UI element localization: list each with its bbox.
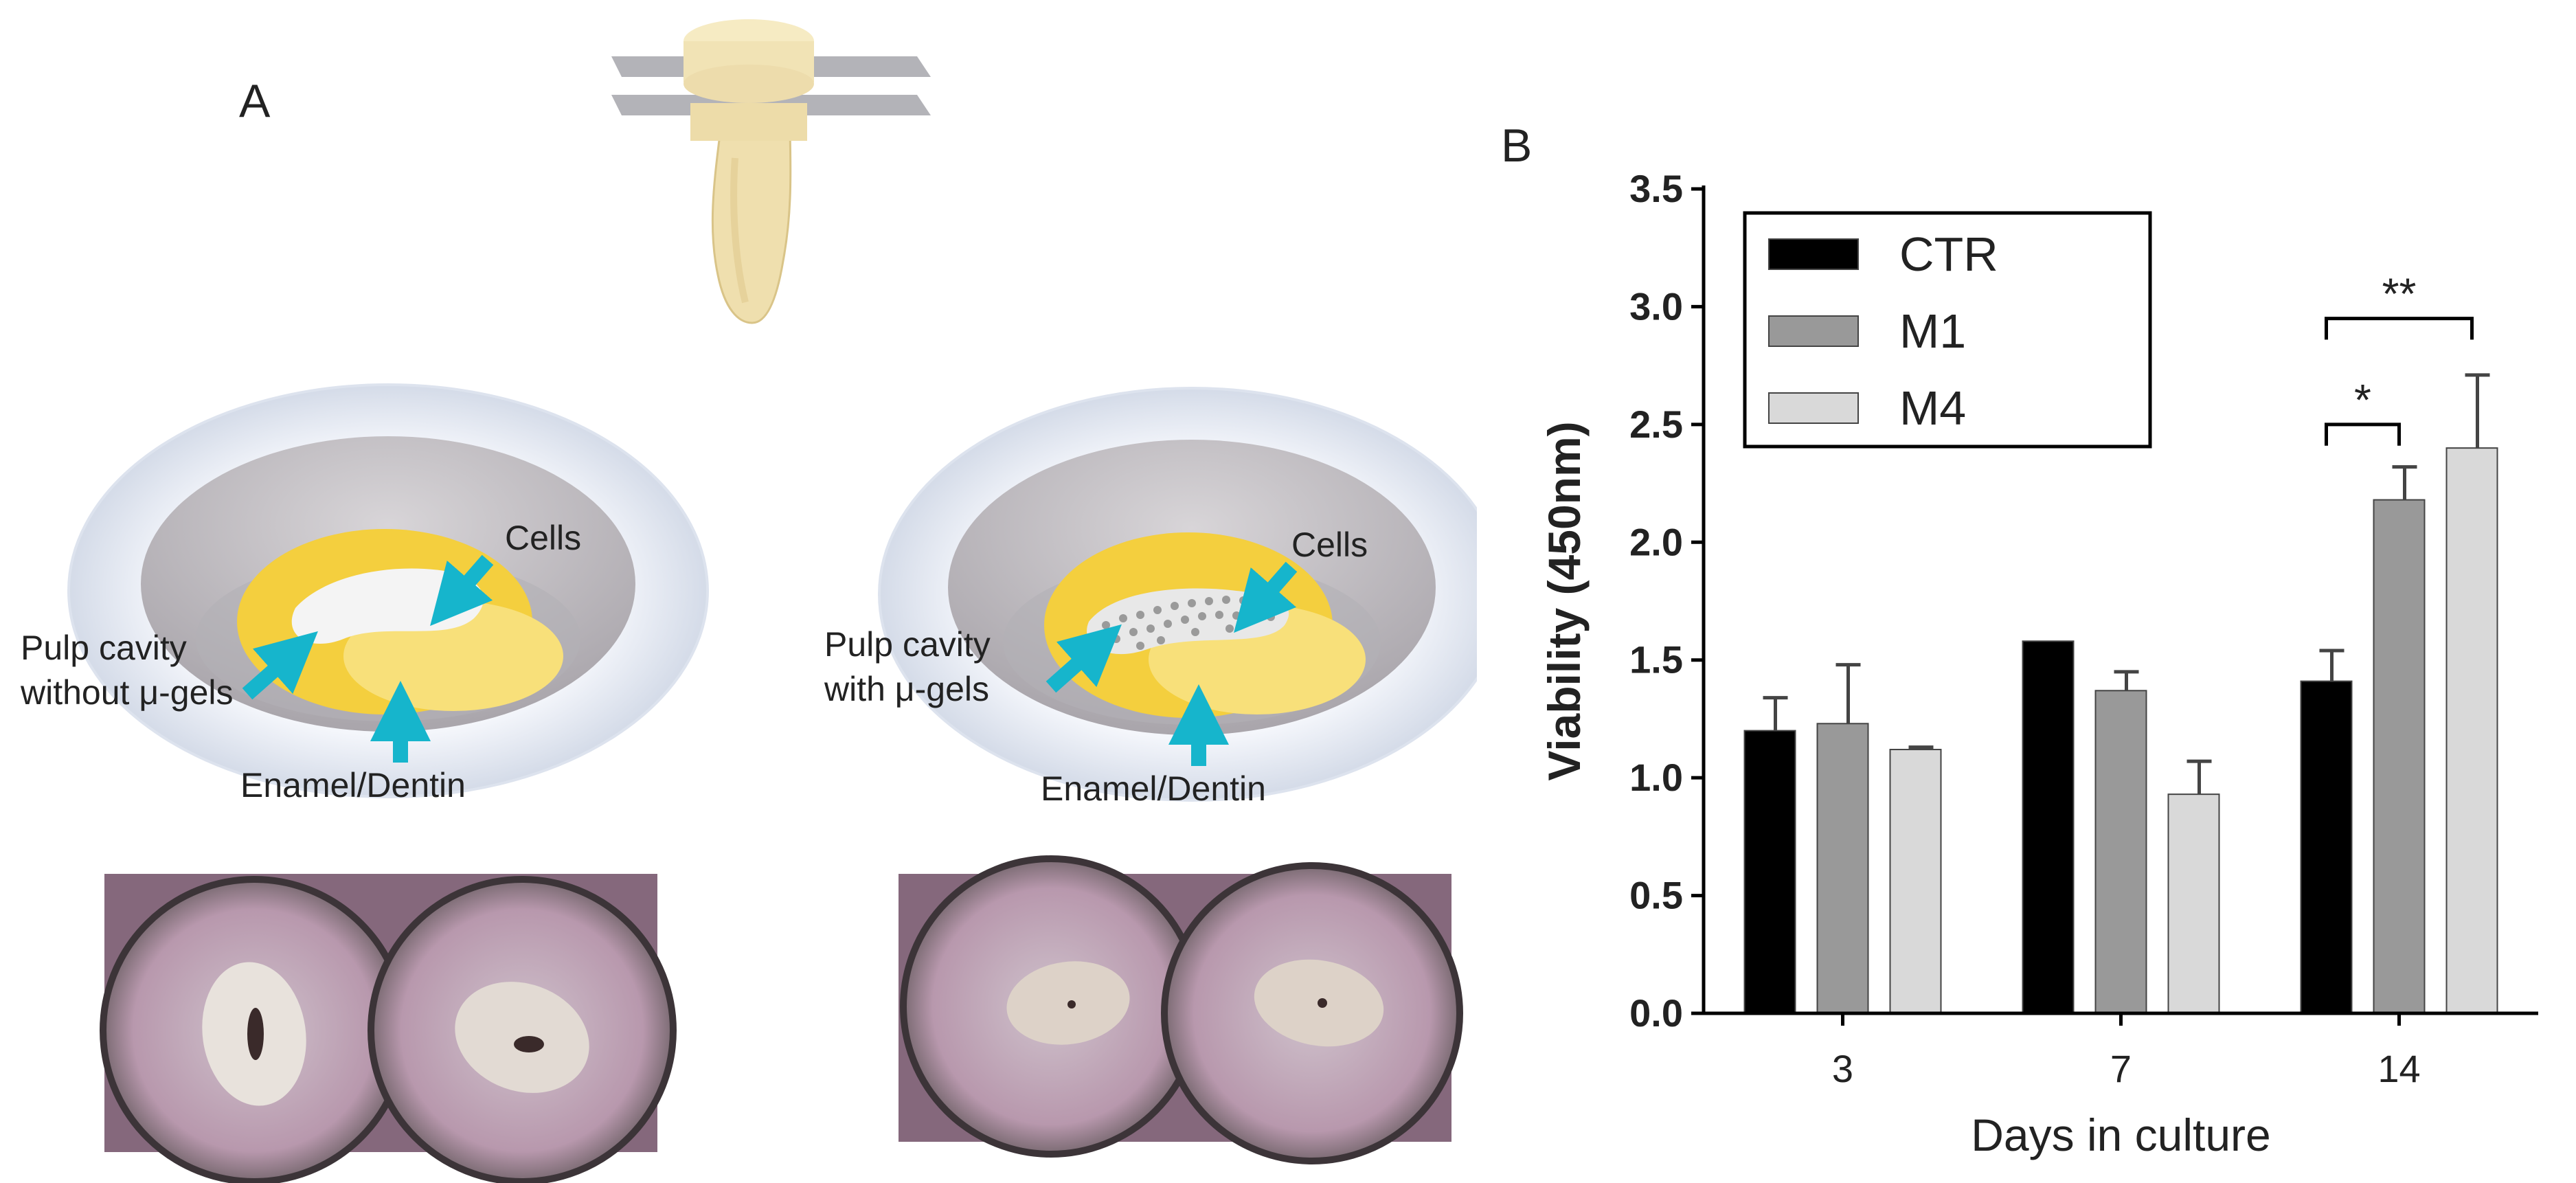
bar-M1-7 xyxy=(2094,690,2147,1014)
cells-label: Cells xyxy=(505,519,581,557)
bar-CTR-14 xyxy=(2300,680,2353,1014)
significance-label: * xyxy=(2354,375,2371,425)
bar-CTR-3 xyxy=(1743,730,1796,1014)
bar-M4-3 xyxy=(1889,749,1942,1014)
arrow-icon xyxy=(430,554,494,627)
legend-label-M1: M1 xyxy=(1899,304,1966,358)
bar-M4-14 xyxy=(2445,447,2498,1014)
y-tick-label: 3.0 xyxy=(1629,284,1683,328)
panel-b-chart: B 0.0 0.5 1.0 1.5 2.0 2.5 3.0 3.5 3 7 14 * ** CTR M… xyxy=(1477,0,2576,1183)
bar-M1-3 xyxy=(1816,723,1869,1015)
x-axis-ticks: 3 7 14 xyxy=(1832,1013,2421,1090)
legend-label-M4: M4 xyxy=(1899,381,1966,435)
bars xyxy=(1743,373,2498,1015)
legend-label-CTR: CTR xyxy=(1899,227,1998,281)
enamel-dentin-label: Enamel/Dentin xyxy=(240,766,466,804)
panel-b-letter: B xyxy=(1501,120,1532,172)
arrow-icon xyxy=(242,631,318,700)
significance-brackets: *** xyxy=(2325,269,2474,446)
y-tick-label: 0.0 xyxy=(1629,991,1683,1035)
x-axis-label: Days in culture xyxy=(1971,1109,2271,1160)
legend-swatch-CTR xyxy=(1768,238,1859,270)
viability-bar-chart: B 0.00.51.01.52.02.53.03.5 3 7 14 *** CTRM… xyxy=(1501,120,2538,1160)
bar-M4-7 xyxy=(2167,793,2220,1014)
y-tick-label: 1.0 xyxy=(1629,756,1683,799)
x-tick-label: 7 xyxy=(2110,1047,2132,1090)
legend-swatch-M4 xyxy=(1768,392,1859,424)
cells-label: Cells xyxy=(1291,526,1368,564)
photo-without-microgels xyxy=(100,874,677,1183)
photo-with-microgels xyxy=(899,855,1463,1164)
tooth-illustration xyxy=(611,19,931,324)
y-tick-label: 2.0 xyxy=(1629,520,1683,563)
y-tick-label: 3.5 xyxy=(1629,167,1683,210)
x-tick-label: 14 xyxy=(2377,1047,2420,1090)
panel-a-schematic: A Cells Pulp cavity without μ-gels Ename… xyxy=(20,19,1477,1183)
arrow-icon xyxy=(1046,624,1122,693)
pulp-cavity-label-2: with μ-gels xyxy=(824,670,989,708)
pulp-cavity-label-1: Pulp cavity xyxy=(21,629,187,667)
enamel-dentin-label: Enamel/Dentin xyxy=(1041,769,1266,808)
y-axis-ticks: 0.0 0.5 1.0 1.5 2.0 2.5 3.0 3.5 xyxy=(1629,167,1704,1035)
x-tick-label: 3 xyxy=(1832,1047,1853,1090)
legend: CTR M1 M4 xyxy=(1743,211,2152,449)
pulp-cavity-label-1: Pulp cavity xyxy=(824,625,991,664)
significance-bracket xyxy=(2325,422,2401,446)
arrow-icon xyxy=(1234,561,1298,633)
schematic-svg: A Cells Pulp cavity without μ-gels Ename… xyxy=(20,19,1477,1183)
pulp-cavity-label-2: without μ-gels xyxy=(20,673,234,712)
bar-CTR-7 xyxy=(2022,640,2075,1014)
y-axis-label: Viability (450nm) xyxy=(1539,421,1590,780)
y-tick-label: 2.5 xyxy=(1629,403,1683,446)
y-tick-label: 1.5 xyxy=(1629,638,1683,681)
significance-label: ** xyxy=(2382,269,2417,319)
legend-swatch-M1 xyxy=(1768,315,1859,347)
dish-without-microgels: Cells Pulp cavity without μ-gels Enamel/… xyxy=(20,383,709,804)
significance-bracket xyxy=(2325,317,2474,340)
bar-M1-14 xyxy=(2373,499,2426,1014)
panel-a-letter: A xyxy=(239,75,271,127)
dish-with-microgels: Cells Pulp cavity with μ-gels Enamel/Den… xyxy=(824,387,1477,808)
y-tick-label: 0.5 xyxy=(1629,874,1683,917)
